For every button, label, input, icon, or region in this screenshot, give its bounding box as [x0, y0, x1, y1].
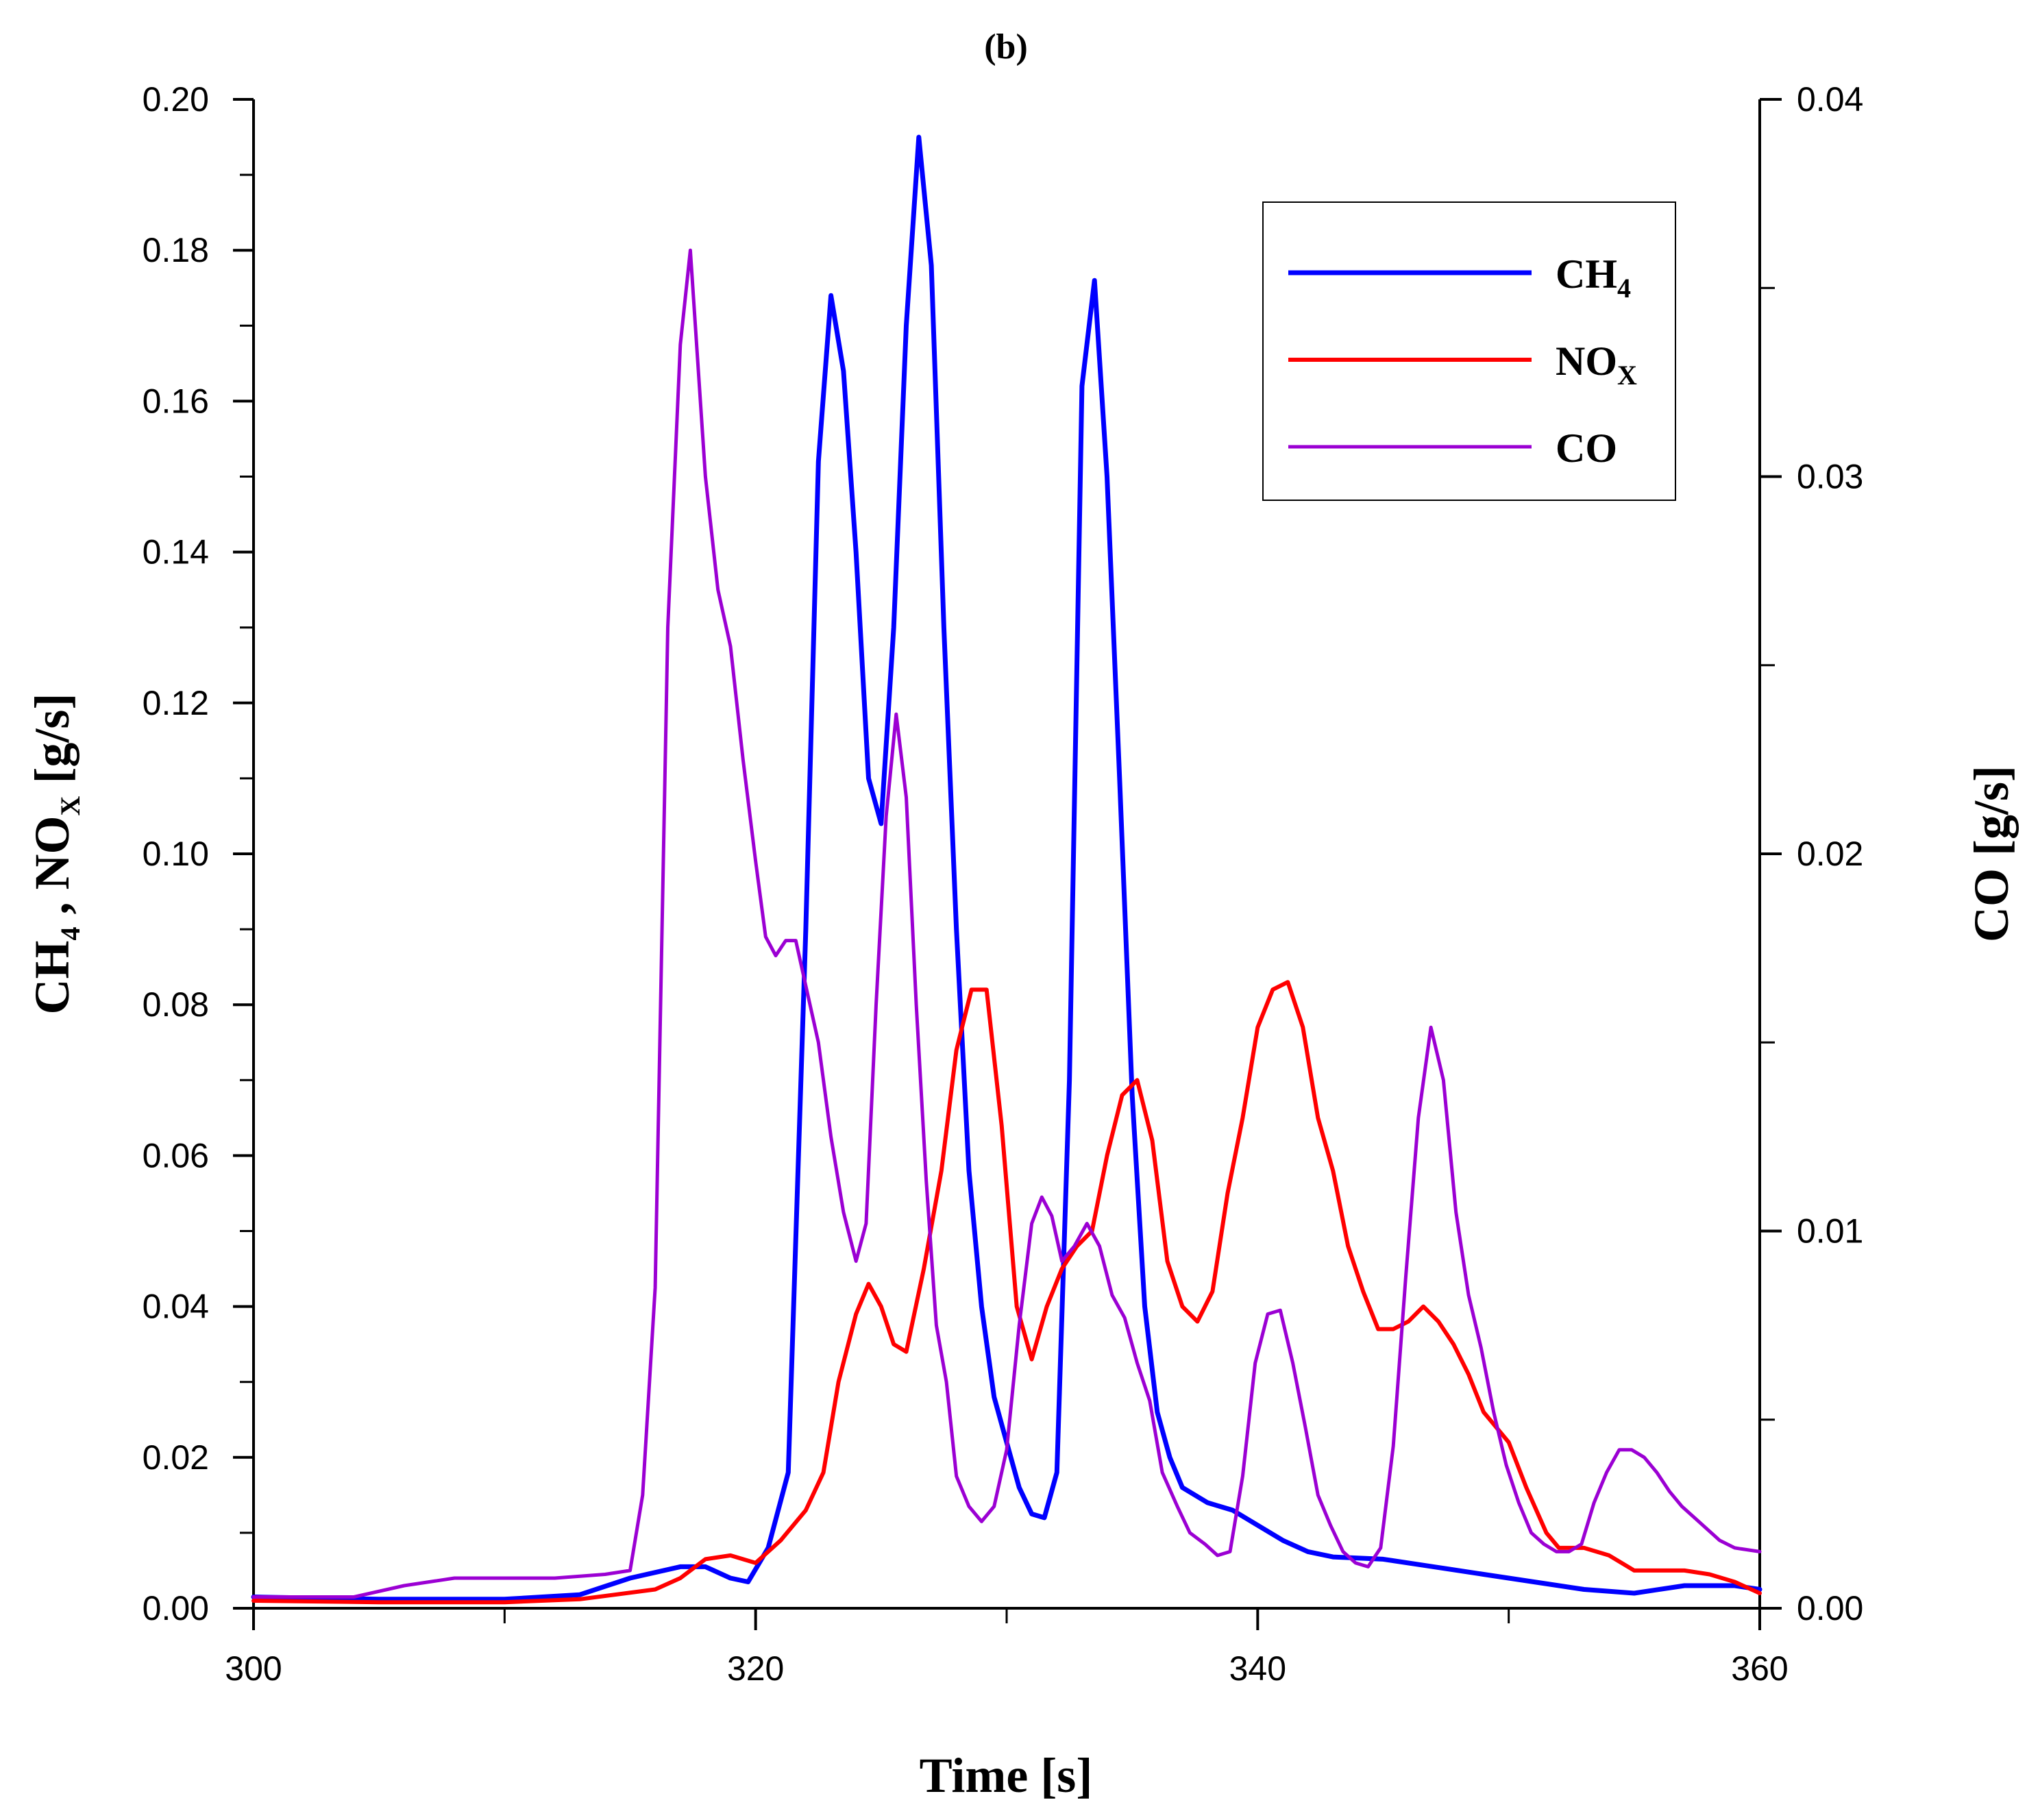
left-y-tick-label: 0.18	[143, 231, 209, 269]
right-y-tick-label: 0.04	[1797, 80, 1863, 119]
tick-marks	[233, 98, 1782, 1630]
left-y-tick-label: 0.02	[143, 1438, 209, 1477]
x-axis-title: Time [s]	[920, 1748, 1093, 1803]
left-y-tick-label: 0.08	[143, 985, 209, 1024]
left-y-tick-label: 0.06	[143, 1136, 209, 1175]
tick-labels: 0.00 0.02 0.04 0.06 0.08 0.10 0.12 0.14 0.16 0.18…	[143, 80, 1864, 1688]
left-y-tick-label: 0.16	[143, 382, 209, 420]
left-y-tick-label: 0.20	[143, 80, 209, 119]
left-y-tick-label: 0.04	[143, 1288, 209, 1326]
legend-label-ch4: CH4	[1556, 251, 1631, 304]
right-y-tick-label: 0.00	[1797, 1589, 1863, 1627]
x-tick-label: 300	[225, 1649, 282, 1688]
x-tick-label: 340	[1229, 1649, 1286, 1688]
series-line-nox	[251, 980, 1762, 1605]
chart-title: (b)	[984, 27, 1028, 66]
left-y-axis-title: CH4 , NOX [g/s]	[25, 693, 86, 1015]
left-y-tick-label: 0.12	[143, 684, 209, 722]
legend-box	[1262, 201, 1676, 501]
right-y-tick-label: 0.02	[1797, 835, 1863, 873]
x-tick-label: 320	[727, 1649, 784, 1688]
series-line-co	[251, 248, 1762, 1599]
legend: CH4 NOX CO	[1262, 201, 1676, 501]
legend-label-co: CO	[1556, 426, 1617, 471]
x-tick-label: 360	[1731, 1649, 1788, 1688]
left-y-tick-label: 0.00	[143, 1589, 209, 1627]
series-line-ch4	[251, 134, 1762, 1602]
left-y-tick-label: 0.14	[143, 533, 209, 571]
right-y-axis-title: CO [g/s]	[1964, 765, 2019, 942]
legend-label-nox: NOX	[1556, 339, 1637, 391]
right-y-tick-label: 0.03	[1797, 458, 1863, 496]
series-layer	[251, 134, 1762, 1605]
left-y-tick-label: 0.10	[143, 835, 209, 873]
right-y-tick-label: 0.01	[1797, 1212, 1863, 1251]
legend-entries: CH4 NOX CO	[1288, 251, 1637, 471]
